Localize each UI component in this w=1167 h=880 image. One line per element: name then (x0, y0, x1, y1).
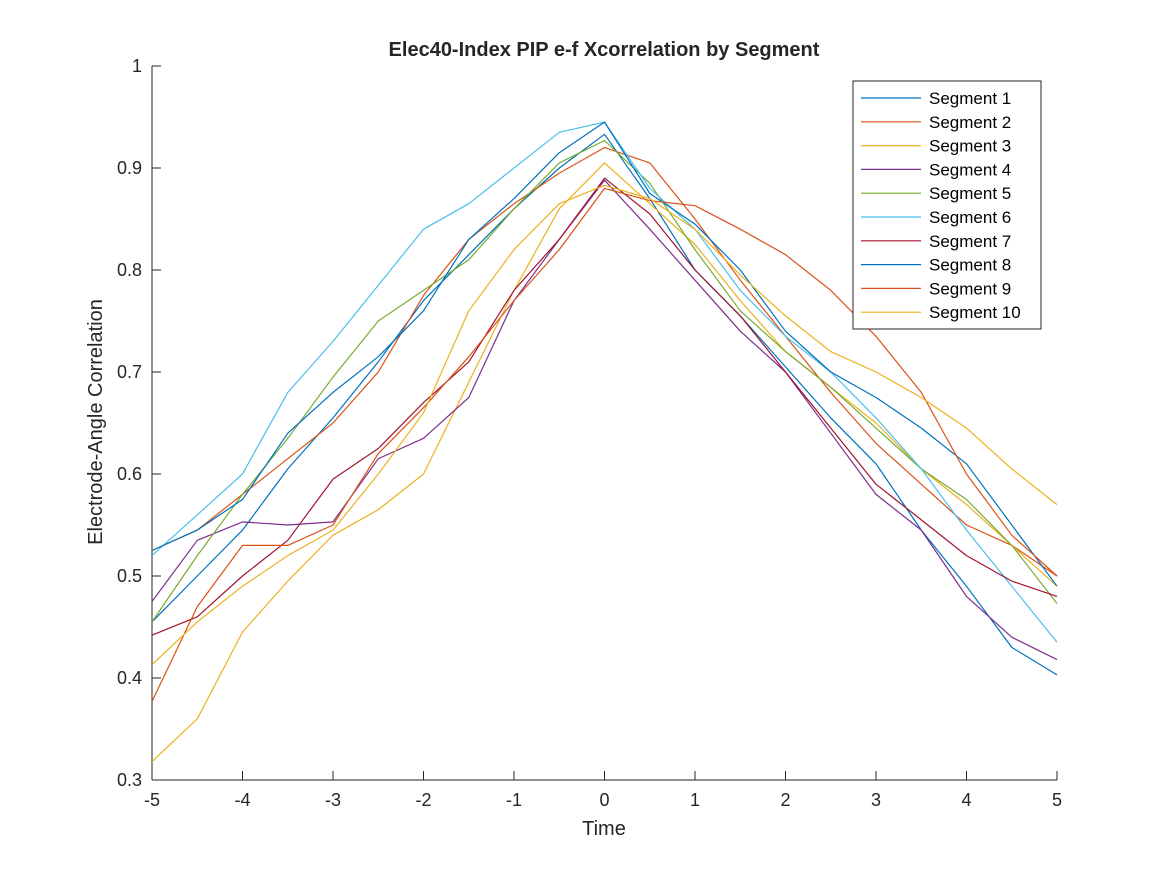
chart-title: Elec40-Index PIP e-f Xcorrelation by Seg… (389, 39, 820, 61)
x-tick-label: 4 (961, 790, 971, 810)
series-line-segment-9 (151, 187, 1058, 702)
legend-entry-label: Segment 5 (929, 184, 1011, 203)
legend-entry-label: Segment 4 (929, 160, 1011, 179)
x-tick-label: 2 (780, 790, 790, 810)
legend-entry-label: Segment 10 (929, 303, 1021, 322)
x-tick-label: -3 (325, 790, 341, 810)
y-tick-label: 0.7 (117, 362, 142, 382)
series-line-segment-5 (151, 139, 1058, 623)
x-tick-label: 1 (690, 790, 700, 810)
x-tick-label: -2 (415, 790, 431, 810)
legend-entry-label: Segment 6 (929, 208, 1011, 227)
y-axis-label: Electrode-Angle Correlation (85, 299, 107, 545)
x-tick-label: -4 (234, 790, 250, 810)
y-tick-label: 0.9 (117, 158, 142, 178)
legend: Segment 1 Segment 2 Segment 3 Segment 4 Segm… (852, 80, 1042, 330)
x-tick-label: 0 (599, 790, 609, 810)
series-line-segment-4 (151, 179, 1058, 661)
series-line-segment-3 (151, 162, 1058, 763)
x-axis-label: Time (582, 818, 626, 840)
legend-entry-label: Segment 7 (929, 232, 1011, 251)
axes: -5 -4 -3 -2 -1 0 1 2 3 4 5 0.3 0.4 0.5 0.6 0.7 0.8 0.9 1 (117, 56, 1062, 810)
y-tick-label: 0.5 (117, 566, 142, 586)
y-tick-label: 0.6 (117, 464, 142, 484)
x-tick-label: -1 (506, 790, 522, 810)
legend-entry-label: Segment 2 (929, 113, 1011, 132)
legend-entry-label: Segment 8 (929, 256, 1011, 275)
series-line-segment-7 (151, 177, 1058, 636)
series-line-segment-2 (151, 147, 1058, 577)
legend-entry-label: Segment 9 (929, 279, 1011, 298)
y-tick-label: 0.4 (117, 668, 142, 688)
series-line-segment-10 (151, 184, 1058, 666)
y-tick-label: 0.8 (117, 260, 142, 280)
y-tick-label: 0.3 (117, 770, 142, 790)
x-tick-label: -5 (144, 790, 160, 810)
legend-entry-label: Segment 3 (929, 137, 1011, 156)
x-tick-label: 3 (871, 790, 881, 810)
legend-entry-label: Segment 1 (929, 89, 1011, 108)
x-tick-label: 5 (1052, 790, 1062, 810)
series-lines (151, 121, 1058, 763)
y-tick-label: 1 (132, 56, 142, 76)
series-line-segment-8 (151, 121, 1058, 587)
